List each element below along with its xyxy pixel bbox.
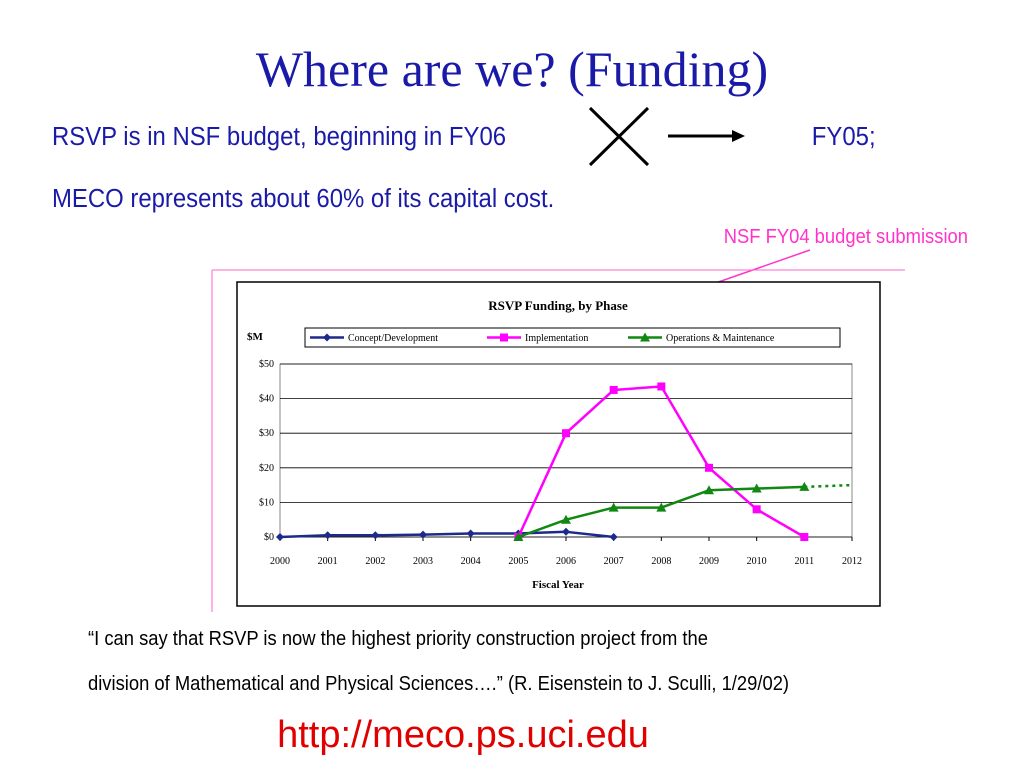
series-line (660, 385, 711, 469)
marker (800, 533, 809, 541)
y-tick-label: $40 (259, 394, 274, 405)
y-tick-label: $50 (259, 359, 274, 370)
marker (371, 531, 380, 540)
quote-line: “I can say that RSVP is now the highest … (88, 628, 708, 650)
marker (562, 429, 570, 438)
marker (276, 533, 284, 541)
x-tick-label: 2008 (651, 556, 671, 567)
x-tick-label: 2006 (556, 556, 576, 567)
marker (323, 531, 332, 540)
y-axis-label: $M (247, 331, 264, 343)
marker (751, 483, 762, 493)
marker (704, 485, 714, 495)
y-tick-label: $20 (259, 463, 274, 474)
legend-marker (640, 332, 650, 342)
legend-marker (500, 333, 508, 342)
marker (513, 532, 524, 541)
x-axis-label: Fiscal Year (532, 579, 584, 591)
marker (561, 514, 571, 524)
url-link[interactable]: http://meco.ps.uci.edu (277, 714, 649, 756)
series-line (660, 489, 710, 509)
series-line (565, 506, 614, 521)
series-line (565, 389, 615, 435)
old-year: FY06 (449, 122, 506, 151)
legend-label: Operations & Maintenance (666, 333, 775, 344)
y-tick-label: $30 (259, 428, 274, 439)
quote-line: division of Mathematical and Physical Sc… (88, 673, 789, 695)
series-line (375, 533, 424, 537)
legend-marker (323, 333, 331, 342)
marker (705, 463, 713, 472)
x-tick-label: 2007 (604, 556, 624, 567)
body-line: MECO represents about 60% of its capital… (52, 184, 554, 213)
marker (799, 481, 810, 491)
x-tick-label: 2009 (699, 556, 719, 567)
slide-title: Where are we? (Funding) (256, 41, 768, 97)
marker (419, 530, 427, 539)
x-tick-label: 2012 (842, 556, 862, 567)
marker (609, 533, 618, 541)
x-tick-label: 2010 (747, 556, 767, 567)
series-line (708, 487, 757, 492)
y-tick-label: $0 (264, 532, 274, 543)
x-tick-label: 2005 (508, 556, 528, 567)
marker (609, 385, 618, 394)
x-tick-label: 2011 (795, 556, 815, 567)
series-line (517, 518, 567, 539)
new-year: FY05; (812, 122, 876, 151)
text-run: RSVP is in NSF budget, beginning in (52, 122, 449, 151)
cross-out (588, 106, 650, 167)
series-line (279, 534, 328, 539)
series-line-projected (804, 483, 853, 489)
x-tick-label: 2004 (461, 556, 481, 567)
arrow-head (732, 130, 745, 142)
body-line: RSVP is in NSF budget, beginning in FY06 (52, 122, 506, 151)
series-line (422, 532, 471, 536)
marker (466, 529, 475, 538)
series-line (756, 485, 805, 490)
series-line (565, 530, 614, 539)
series-line (613, 385, 662, 392)
x-tick-label: 2003 (413, 556, 433, 567)
series-line (756, 508, 805, 539)
y-tick-label: $10 (259, 497, 274, 508)
legend (304, 327, 841, 348)
chart-title: RSVP Funding, by Phase (488, 298, 628, 313)
legend-label: Implementation (525, 333, 588, 344)
x-tick-label: 2001 (318, 556, 338, 567)
x-tick-label: 2000 (270, 556, 290, 567)
legend-label: Concept/Development (348, 333, 438, 344)
chart: RSVP Funding, by Phase $M Fiscal Year $0 $10… (247, 298, 862, 591)
x-tick-label: 2002 (365, 556, 385, 567)
marker (657, 382, 666, 391)
annotation: NSF FY04 budget submission (724, 226, 968, 248)
marker (656, 502, 667, 512)
marker (608, 502, 619, 512)
series-line (517, 432, 568, 538)
marker (752, 505, 761, 514)
marker (562, 527, 570, 536)
